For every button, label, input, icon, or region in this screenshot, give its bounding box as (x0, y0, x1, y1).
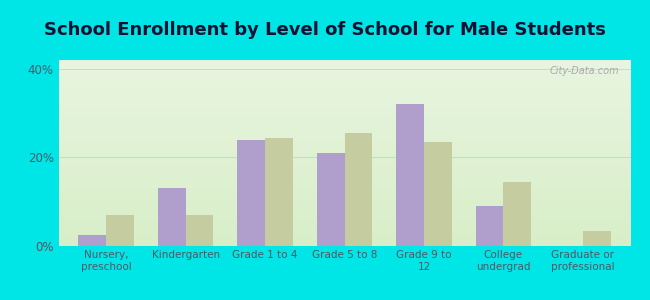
Bar (186, 215, 213, 246)
Bar (158, 188, 186, 246)
Bar (503, 182, 531, 246)
Bar (237, 140, 265, 246)
Bar (583, 230, 610, 246)
Bar (476, 206, 503, 246)
Bar (424, 142, 452, 246)
Bar (396, 104, 424, 246)
Bar (106, 215, 134, 246)
Bar (79, 235, 106, 246)
Text: School Enrollment by Level of School for Male Students: School Enrollment by Level of School for… (44, 21, 606, 39)
Bar (344, 133, 372, 246)
Bar (317, 153, 345, 246)
Bar (265, 137, 293, 246)
Text: City-Data.com: City-Data.com (549, 66, 619, 76)
